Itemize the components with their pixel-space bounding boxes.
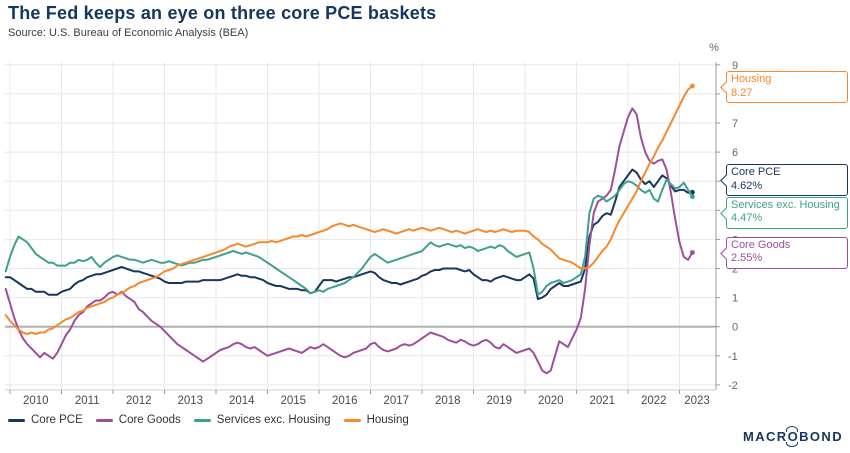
logo-orbit-o: O: [785, 425, 800, 447]
x-tick-label: 2022: [641, 395, 667, 407]
y-tick-label: 1: [732, 293, 738, 305]
series-line-services-exc-housing: [4, 178, 694, 296]
series-line-core-pce: [4, 168, 694, 301]
y-axis-unit: %: [709, 42, 719, 54]
macrobond-logo: MACROBOND: [743, 425, 843, 447]
x-tick-label: 2014: [229, 395, 255, 407]
legend-label: Services exc. Housing: [216, 414, 331, 426]
callout-value: 4.62%: [731, 179, 763, 192]
x-tick-label: 2021: [589, 395, 615, 407]
y-tick-label: 2: [732, 264, 738, 276]
legend-item-services-exc-housing: Services exc. Housing: [193, 414, 331, 426]
x-tick-label: 2010: [23, 395, 49, 407]
callout-label: Core Goods: [731, 238, 791, 251]
x-tick-label: 2019: [486, 395, 512, 407]
chart-source: Source: U.S. Bureau of Economic Analysis…: [8, 27, 249, 39]
series-line-core-goods: [4, 107, 694, 375]
x-tick-label: 2017: [383, 395, 409, 407]
callout-services-exc-housing: Services exc. Housing 4.47%: [719, 196, 848, 229]
series-end-dot-services-exc-housing: [690, 194, 695, 200]
x-tick-label: 2011: [75, 395, 100, 407]
line-swatch-icon: [343, 418, 361, 422]
callout-value: 2.55%: [731, 252, 763, 264]
callout-housing: Housing 8.27: [719, 71, 848, 103]
x-tick-label: 2013: [177, 395, 203, 407]
callout-value: 8.27: [731, 86, 753, 99]
y-tick-label: 9: [732, 60, 738, 72]
legend-item-core-pce: Core PCE: [8, 414, 83, 426]
y-tick-label: 6: [732, 147, 738, 159]
y-tick-label: 7: [732, 118, 738, 130]
page-title: The Fed keeps an eye on three core PCE b…: [8, 3, 437, 23]
legend-label: Housing: [366, 414, 409, 426]
series-end-dot-core-goods: [690, 250, 695, 255]
callout-core-pce: Core PCE 4.62%: [719, 164, 848, 196]
legend-item-core-goods: Core Goods: [95, 414, 181, 426]
legend-label: Core PCE: [31, 414, 83, 426]
x-tick-label: 2023: [684, 395, 710, 407]
callout-label: Housing: [731, 73, 772, 85]
x-tick-label: 2012: [126, 395, 152, 407]
series-line-housing: [4, 85, 694, 335]
x-tick-label: 2018: [435, 395, 461, 407]
y-tick-label: -2: [728, 380, 738, 392]
x-tick-label: 2015: [280, 395, 306, 407]
x-tick-label: 2020: [538, 395, 564, 407]
callout-value: 4.47%: [731, 212, 763, 224]
legend-label: Core Goods: [118, 414, 181, 426]
x-tick-label: 2016: [332, 395, 358, 407]
legend: Core PCE Core Goods Services exc. Housin…: [8, 414, 409, 426]
y-tick-label: 0: [732, 322, 738, 334]
legend-item-housing: Housing: [343, 414, 409, 426]
callout-core-goods: Core Goods 2.55%: [719, 236, 848, 269]
series-end-dot-housing: [690, 83, 695, 89]
y-tick-label: -1: [728, 351, 738, 363]
line-swatch-icon: [8, 418, 25, 422]
line-swatch-icon: [95, 418, 113, 422]
callout-label: Core PCE: [731, 166, 781, 178]
callout-label: Services exc. Housing: [731, 198, 840, 211]
line-swatch-icon: [193, 418, 211, 422]
